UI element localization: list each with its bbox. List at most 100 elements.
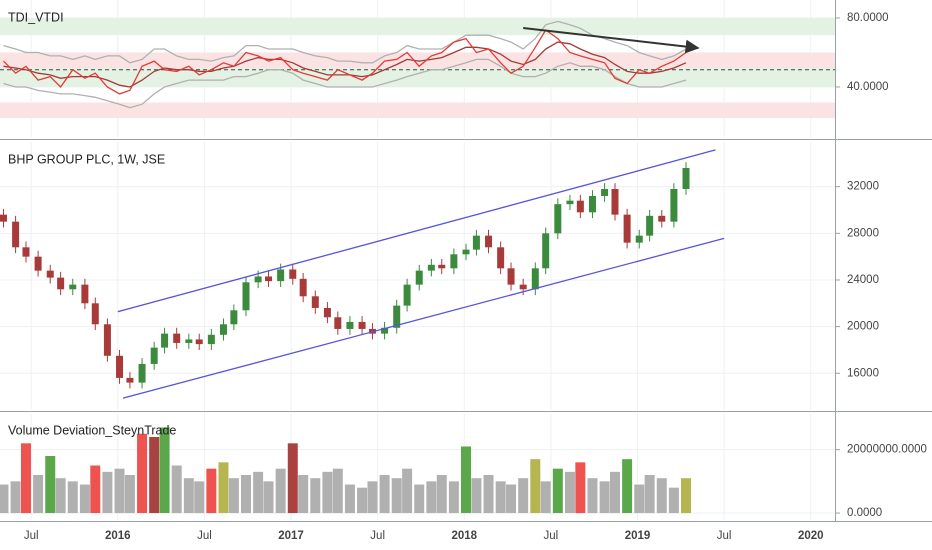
- volume-bar: [194, 481, 205, 514]
- volume-bar: [379, 475, 390, 514]
- candle-body: [230, 310, 238, 325]
- tdi-line: [3, 29, 687, 95]
- volume-bar: [228, 478, 239, 514]
- volume-bar: [518, 478, 529, 514]
- volume-bar: [448, 481, 459, 514]
- y-tick-label: 24000: [847, 274, 879, 286]
- volume-bar: [575, 462, 586, 514]
- tdi-line: [3, 58, 687, 109]
- y-tick-label: 0.0000: [847, 507, 882, 519]
- candle-body: [346, 321, 354, 329]
- channel-line: [117, 149, 716, 313]
- candle-body: [81, 284, 89, 304]
- tdi-line: [3, 41, 687, 88]
- volume-bar: [20, 443, 31, 514]
- candle-body: [554, 204, 562, 234]
- volume-bar: [344, 484, 355, 514]
- volume-bar: [483, 475, 494, 514]
- candle-body: [415, 270, 423, 285]
- volume-bar: [681, 478, 692, 514]
- candle-body: [219, 324, 227, 335]
- volume-bar: [426, 481, 437, 514]
- candle-body: [658, 215, 666, 222]
- volume-bar: [45, 455, 56, 514]
- candle-body: [601, 188, 609, 196]
- y-tick-label: 20000: [847, 321, 879, 333]
- volume-bar: [253, 471, 264, 514]
- volume-bar: [402, 468, 413, 514]
- volume-bar: [183, 478, 194, 514]
- candle-body: [566, 200, 574, 205]
- candle-body: [507, 268, 515, 285]
- y-tick-label: 16000: [847, 367, 879, 379]
- volume-bar: [10, 481, 21, 514]
- y-tick-label: 28000: [847, 227, 879, 239]
- candle-body: [670, 188, 678, 222]
- volume-bar: [414, 484, 425, 514]
- volume-bar: [114, 468, 125, 514]
- candle-body: [519, 284, 527, 290]
- candle-body: [103, 324, 111, 356]
- tdi-line: [3, 20, 687, 64]
- volume-bar: [644, 475, 655, 514]
- volume-bar: [668, 487, 679, 514]
- pane-title: BHP GROUP PLC, 1W, JSE: [8, 152, 165, 166]
- volume-bar: [298, 475, 309, 514]
- candle-body: [150, 347, 158, 364]
- candle-body: [623, 214, 631, 243]
- x-tick-label: Jul: [370, 530, 385, 542]
- candle-body: [57, 277, 65, 290]
- candle-body: [254, 276, 262, 283]
- volume-bar: [552, 468, 563, 514]
- candle-body: [682, 168, 690, 189]
- volume-bar: [240, 475, 251, 514]
- volume-bar: [55, 478, 66, 514]
- candle-body: [161, 333, 169, 348]
- candle-body: [242, 282, 250, 311]
- pane-title: Volume Deviation_SteynTrade: [8, 423, 176, 437]
- volume-bar: [275, 468, 286, 514]
- volume-bar: [263, 481, 274, 514]
- volume-bar: [102, 471, 113, 514]
- candle-body: [485, 235, 493, 248]
- volume-bar: [495, 481, 506, 514]
- volume-bar: [436, 475, 447, 514]
- candle-body: [334, 317, 342, 329]
- candle-body: [323, 307, 331, 318]
- x-tick-label: Jul: [544, 530, 559, 542]
- candle-body: [450, 254, 458, 269]
- candle-body: [311, 296, 319, 308]
- volume-bar: [171, 465, 182, 514]
- volume-bar: [622, 459, 633, 514]
- candle-body: [12, 221, 20, 248]
- candle-body: [91, 303, 99, 325]
- candle-body: [46, 270, 54, 278]
- candle-body: [207, 334, 215, 345]
- x-tick-label: Jul: [717, 530, 732, 542]
- candle-body: [116, 355, 124, 378]
- band: [0, 102, 835, 119]
- candle-body: [611, 188, 619, 215]
- volume-bar: [391, 478, 402, 514]
- x-tick-label: 2020: [798, 530, 824, 542]
- volume-bar: [79, 484, 90, 514]
- y-tick-label: 32000: [847, 181, 879, 193]
- candle-body: [542, 233, 550, 269]
- candle-body: [173, 333, 181, 343]
- volume-bar: [33, 475, 44, 514]
- pane-title: TDI_VTDI: [8, 10, 64, 24]
- volume-bar: [599, 481, 610, 514]
- candle-body: [195, 339, 203, 345]
- candle-body: [358, 321, 366, 329]
- volume-bar: [310, 478, 321, 514]
- volume-bar: [367, 481, 378, 514]
- volume-bar: [656, 478, 667, 514]
- candle-body: [69, 284, 77, 290]
- x-tick-label: Jul: [24, 530, 39, 542]
- volume-bar: [471, 478, 482, 514]
- volume-bar: [124, 475, 135, 514]
- candle-body: [462, 249, 470, 255]
- volume-bar: [322, 471, 333, 514]
- x-tick-label: 2019: [625, 530, 651, 542]
